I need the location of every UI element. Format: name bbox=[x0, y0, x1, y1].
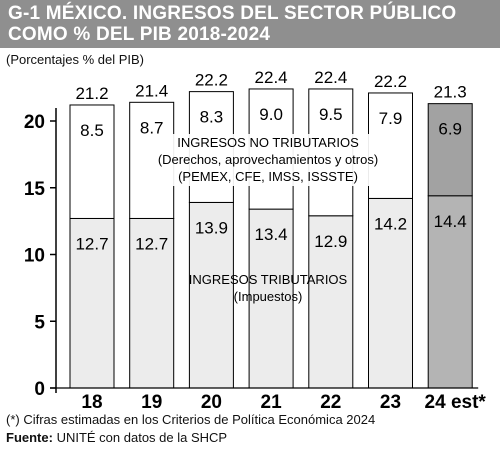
total-label: 21.2 bbox=[75, 84, 108, 103]
value-label-tributarios: 13.9 bbox=[195, 218, 228, 237]
total-label: 22.2 bbox=[195, 71, 228, 90]
value-label-no-tributarios: 7.9 bbox=[379, 109, 403, 128]
y-tick-label: 10 bbox=[24, 246, 45, 267]
value-label-no-tributarios: 8.3 bbox=[200, 108, 224, 127]
total-label: 22.4 bbox=[314, 68, 347, 87]
y-tick-label: 20 bbox=[24, 112, 45, 133]
category-label: 21 bbox=[261, 392, 283, 413]
bar-tributarios bbox=[368, 197, 413, 389]
value-label-tributarios: 14.4 bbox=[434, 212, 467, 231]
bar-no-tributarios bbox=[427, 103, 473, 197]
annotation-tributarios: INGRESOS TRIBUTARIOS bbox=[189, 272, 348, 287]
category-label: 24 est* bbox=[425, 392, 487, 413]
annotation-tributarios: (Impuestos) bbox=[234, 289, 303, 304]
category-label: 19 bbox=[141, 392, 162, 413]
bar-no-tributarios bbox=[69, 104, 115, 219]
y-tick-label: 15 bbox=[24, 179, 46, 200]
category-label: 18 bbox=[81, 392, 102, 413]
annotation-no-tributarios: (Derechos, aprovechamientos y otros) bbox=[158, 152, 378, 167]
bar-tributarios bbox=[308, 215, 354, 389]
total-label: 21.3 bbox=[434, 83, 467, 102]
bar-tributarios bbox=[188, 201, 234, 389]
category-label: 22 bbox=[320, 392, 341, 413]
value-label-no-tributarios: 8.7 bbox=[140, 118, 164, 137]
total-label: 22.2 bbox=[374, 72, 407, 91]
value-label-tributarios: 14.2 bbox=[374, 214, 407, 233]
chart-title-line-2: COMO % DEL PIB 2018-2024 bbox=[8, 24, 271, 45]
total-label: 21.4 bbox=[135, 81, 168, 100]
title-band: G-1 MÉXICO. INGRESOS DEL SECTOR PÚBLICO … bbox=[0, 0, 500, 48]
footnote: (*) Cifras estimadas en los Criterios de… bbox=[6, 412, 376, 427]
category-label: 20 bbox=[201, 392, 222, 413]
annotation-no-tributarios: (PEMEX, CFE, IMSS, ISSSTE) bbox=[178, 169, 358, 184]
annotation-background bbox=[140, 134, 398, 186]
value-label-tributarios: 12.7 bbox=[75, 234, 108, 253]
y-tick-label: 5 bbox=[34, 312, 45, 333]
value-label-tributarios: 12.7 bbox=[135, 234, 168, 253]
value-label-tributarios: 13.4 bbox=[255, 225, 288, 244]
value-label-no-tributarios: 9.5 bbox=[319, 105, 343, 124]
y-tick-label: 0 bbox=[34, 379, 45, 400]
source-text: UNITÉ con datos de la SHCP bbox=[52, 430, 228, 445]
bar-tributarios bbox=[427, 195, 473, 389]
bar-tributarios bbox=[69, 217, 115, 389]
bar-tributarios bbox=[129, 217, 175, 389]
chart-title-line-1: G-1 MÉXICO. INGRESOS DEL SECTOR PÚBLICO bbox=[8, 3, 457, 24]
source-line: Fuente: UNITÉ con datos de la SHCP bbox=[6, 430, 227, 445]
value-label-no-tributarios: 9.0 bbox=[259, 105, 283, 124]
units-label: (Porcentajes % del PIB) bbox=[6, 52, 145, 67]
value-label-no-tributarios: 6.9 bbox=[438, 120, 462, 139]
value-label-no-tributarios: 8.5 bbox=[80, 121, 104, 140]
value-label-tributarios: 12.9 bbox=[314, 232, 347, 251]
source-label: Fuente: bbox=[6, 430, 53, 445]
annotation-no-tributarios: INGRESOS NO TRIBUTARIOS bbox=[177, 135, 359, 150]
category-label: 23 bbox=[380, 392, 401, 413]
total-label: 22.4 bbox=[255, 68, 288, 87]
